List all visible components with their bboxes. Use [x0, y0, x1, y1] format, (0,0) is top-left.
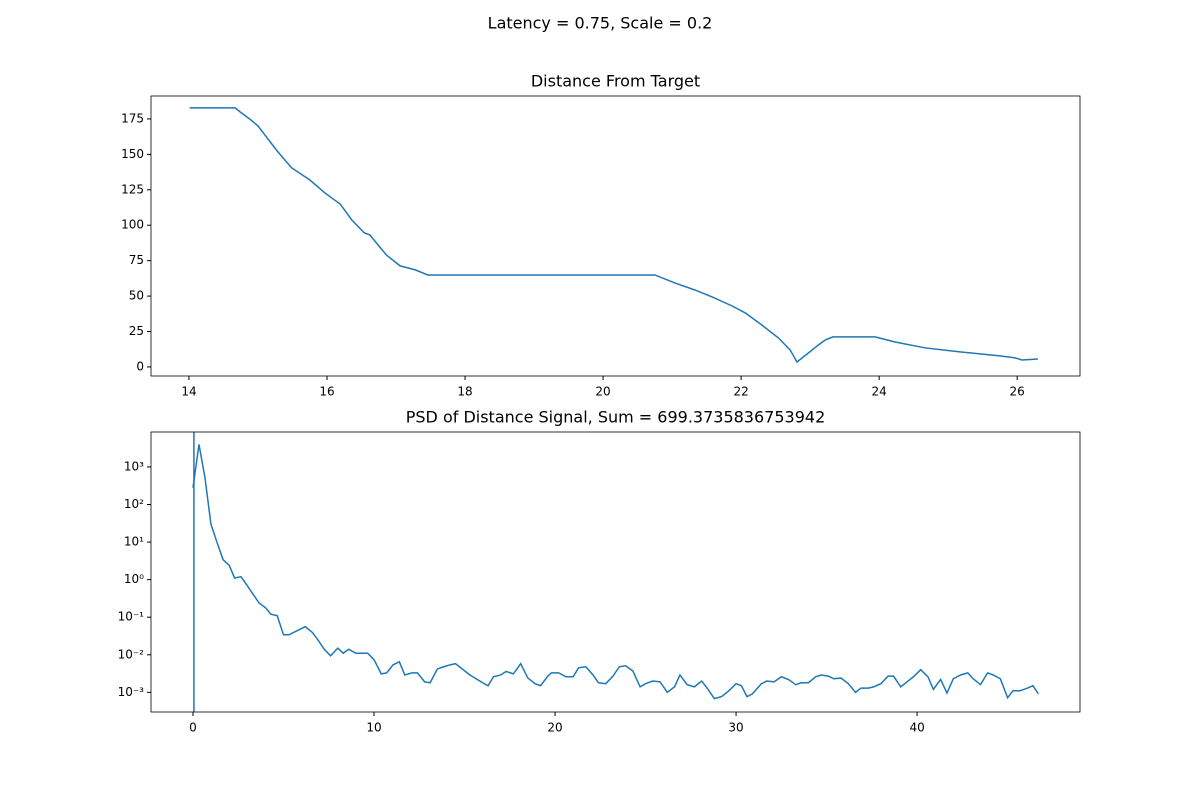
axes-frame — [150, 431, 1081, 713]
data-line — [189, 107, 1038, 364]
y-tick-label: 10⁻¹ — [118, 610, 145, 624]
x-tick-label: 24 — [872, 385, 887, 399]
y-tick-label: 10⁰ — [124, 572, 144, 586]
x-tick-label: 40 — [909, 721, 924, 735]
y-tick-label: 50 — [129, 289, 144, 303]
y-tick-label: 25 — [129, 324, 144, 338]
y-tick-label: 175 — [121, 111, 144, 125]
axes-title: Distance From Target — [531, 72, 700, 91]
y-tick-label: 10³ — [124, 459, 144, 473]
x-tick-label: 26 — [1010, 385, 1025, 399]
x-tick-label: 14 — [181, 385, 196, 399]
y-tick-label: 10⁻³ — [118, 685, 145, 699]
y-tick-label: 10⁻² — [118, 647, 145, 661]
y-tick-label: 100 — [121, 218, 144, 232]
data-line — [192, 444, 1039, 700]
axes-frame — [150, 95, 1081, 377]
y-tick-label: 10¹ — [124, 535, 144, 549]
y-tick-label: 150 — [121, 147, 144, 161]
x-tick-label: 18 — [457, 385, 472, 399]
x-tick-label: 20 — [595, 385, 610, 399]
x-tick-label: 10 — [366, 721, 381, 735]
x-tick-label: 0 — [189, 721, 197, 735]
y-tick-label: 10² — [124, 497, 144, 511]
x-tick-label: 20 — [547, 721, 562, 735]
axes-title: PSD of Distance Signal, Sum = 699.373583… — [406, 408, 826, 427]
x-tick-label: 22 — [733, 385, 748, 399]
x-tick-label: 30 — [728, 721, 743, 735]
x-tick-label: 16 — [319, 385, 334, 399]
y-tick-label: 125 — [121, 182, 144, 196]
y-tick-label: 75 — [129, 253, 144, 267]
y-tick-label: 0 — [136, 359, 144, 373]
figure-title: Latency = 0.75, Scale = 0.2 — [488, 14, 713, 33]
